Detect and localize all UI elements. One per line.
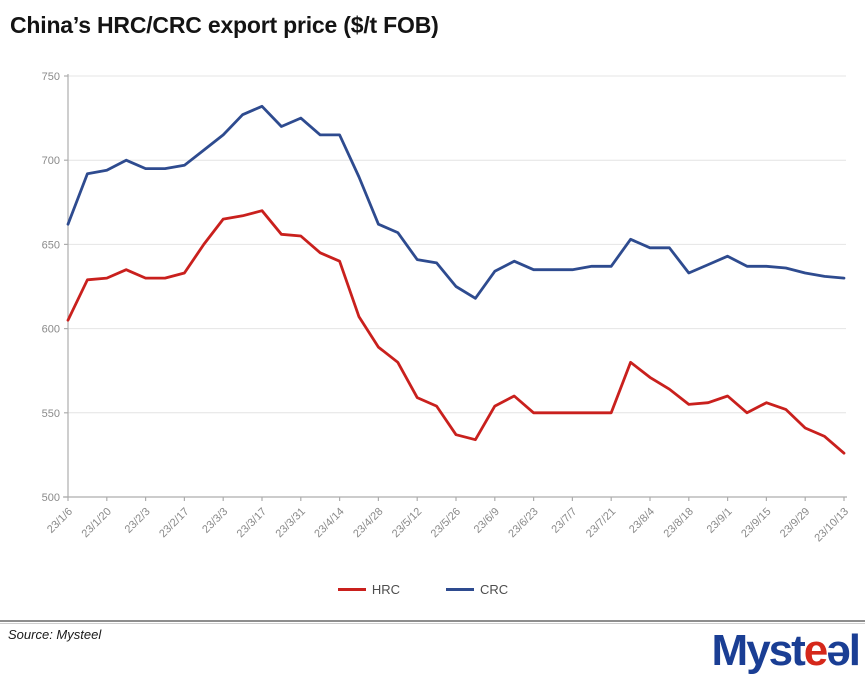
legend-swatch-crc (446, 588, 474, 591)
footer-divider (0, 620, 865, 624)
logo-part: l (848, 626, 861, 675)
x-tick-label: 23/5/26 (429, 506, 463, 540)
x-tick-label: 23/4/28 (351, 506, 385, 540)
legend-label: CRC (480, 582, 509, 597)
chart-legend: HRC CRC (0, 582, 846, 597)
x-tick-label: 23/2/17 (157, 506, 191, 540)
source-note: Source: Mysteel (8, 627, 102, 642)
x-tick-label: 23/8/18 (661, 506, 695, 540)
legend-swatch-hrc (337, 588, 366, 591)
x-tick-label: 23/1/6 (45, 506, 75, 536)
logo-part: e (803, 626, 829, 675)
y-tick-label: 700 (42, 155, 60, 167)
logo-part: ə (826, 626, 851, 675)
series-line-hrc (66, 209, 846, 455)
page-title: China’s HRC/CRC export price ($/t FOB) (10, 12, 439, 38)
y-tick-label: 650 (42, 239, 60, 251)
y-tick-label: 600 (42, 324, 60, 336)
x-tick-label: 23/4/14 (312, 506, 346, 540)
x-axis-labels: 23/1/6 23/1/20 23/2/3 23/2/17 23/3/3 23/3/17 2… (45, 497, 851, 544)
series-line-crc (66, 104, 846, 300)
y-tick-label: 550 (42, 408, 60, 420)
x-tick-label: 23/10/13 (812, 506, 851, 545)
y-tick-label: 750 (42, 71, 60, 83)
axes (63, 74, 847, 498)
x-tick-label: 23/3/17 (235, 506, 269, 540)
x-tick-label: 23/6/23 (506, 506, 540, 540)
x-tick-label: 23/9/29 (778, 506, 812, 540)
y-tick-label: 500 (42, 492, 60, 504)
x-tick-label: 23/6/9 (472, 506, 502, 536)
mysteel-logo: Mysteəl (711, 626, 862, 675)
x-tick-label: 23/7/7 (549, 506, 579, 536)
x-tick-label: 23/5/12 (390, 506, 424, 540)
legend-label: HRC (371, 582, 400, 597)
x-tick-label: 23/2/3 (123, 506, 153, 536)
legend-item-crc: CRC (446, 582, 508, 597)
logo-part: Myst (711, 626, 806, 675)
x-tick-label: 23/3/3 (200, 506, 230, 536)
gridlines (68, 75, 846, 414)
x-tick-label: 23/7/21 (584, 506, 618, 540)
y-axis-labels: 500 550 600 650 700 750 (42, 71, 68, 504)
x-tick-label: 23/3/31 (273, 506, 307, 540)
x-tick-label: 23/8/4 (627, 506, 657, 536)
legend-item-hrc: HRC (337, 582, 400, 597)
x-tick-label: 23/9/15 (739, 506, 773, 540)
x-tick-label: 23/9/1 (705, 506, 735, 536)
x-tick-label: 23/1/20 (79, 506, 113, 540)
